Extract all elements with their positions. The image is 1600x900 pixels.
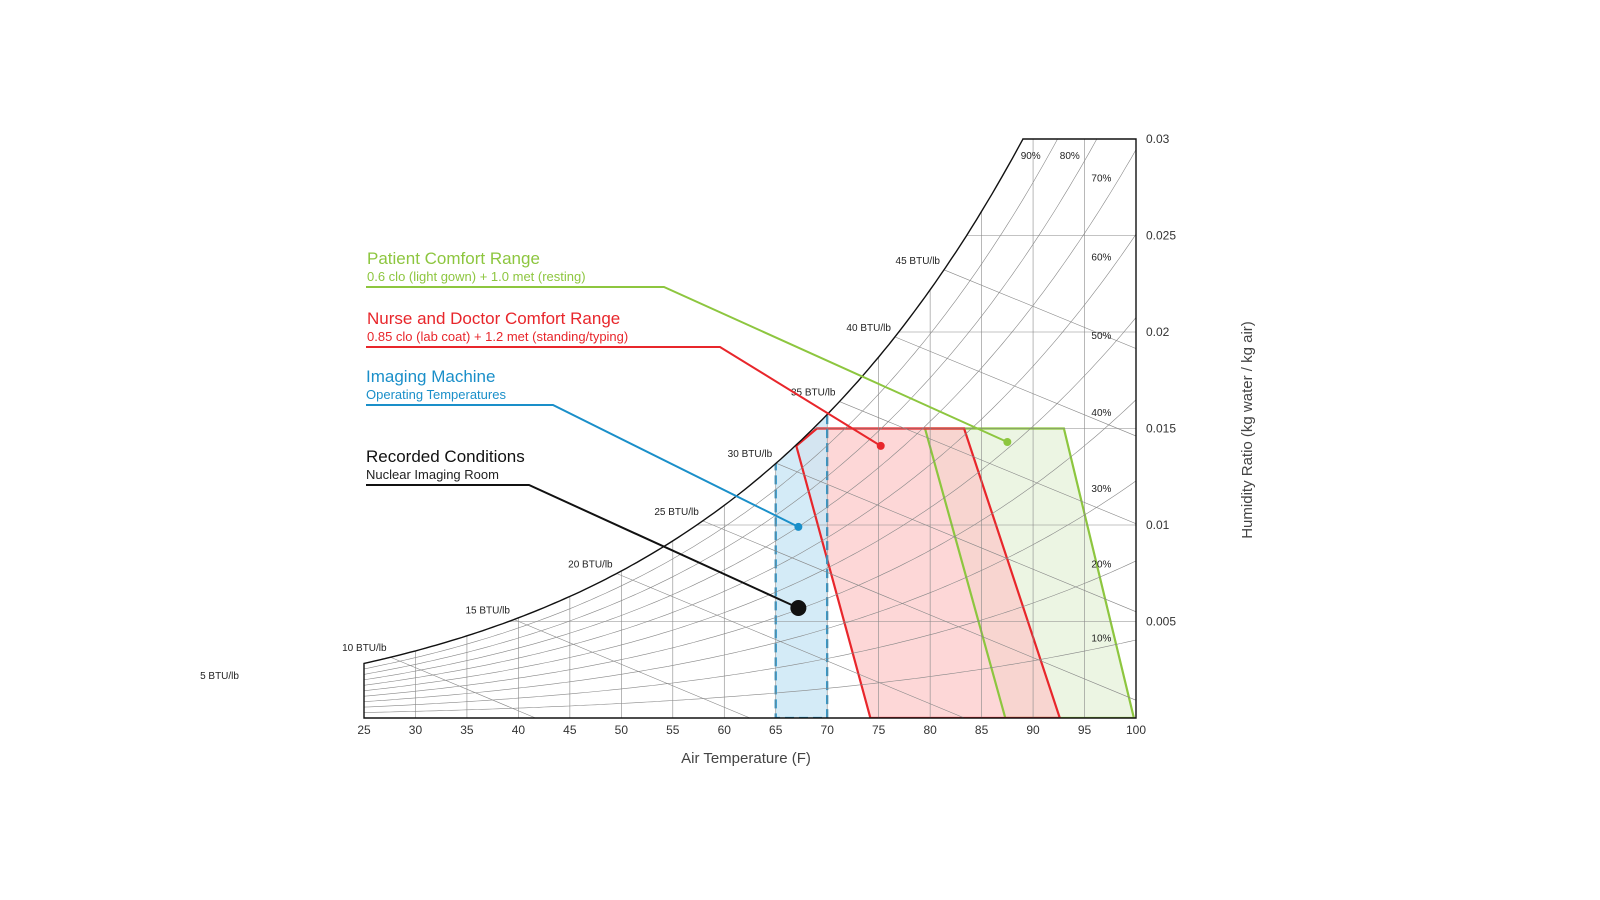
x-tick-label: 75 (872, 723, 886, 737)
legend-patient-title: Patient Comfort Range (367, 249, 540, 268)
rh-curve (364, 317, 1136, 692)
legend-recorded-title: Recorded Conditions (366, 447, 525, 466)
x-tick-label: 70 (821, 723, 835, 737)
rh-curve (364, 480, 1136, 702)
x-tick-label: 95 (1078, 723, 1092, 737)
enthalpy-label: 10 BTU/lb (342, 643, 387, 654)
enthalpy-label: 5 BTU/lb (200, 671, 239, 682)
enthalpy-label: 15 BTU/lb (465, 606, 510, 617)
x-tick-label: 25 (357, 723, 371, 737)
rh-label: 40% (1091, 408, 1111, 419)
rh-curve (364, 149, 1136, 681)
nurse-doctor-leader-line (366, 346, 882, 447)
rh-label: 10% (1091, 634, 1111, 645)
patient-marker (1003, 438, 1012, 447)
rh-curve (364, 639, 1136, 713)
y-tick-label: 0.02 (1146, 325, 1170, 339)
rh-label: 60% (1091, 253, 1111, 264)
enthalpy-label: 25 BTU/lb (654, 507, 699, 518)
x-tick-label: 50 (615, 723, 629, 737)
rh-label: 20% (1091, 559, 1111, 570)
rh-curve (364, 139, 1136, 675)
y-tick-label: 0.015 (1146, 422, 1176, 436)
recorded-leader-line (366, 484, 799, 609)
enthalpy-line (839, 401, 1136, 718)
recorded-conditions-marker (790, 599, 807, 616)
enthalpy-line (943, 269, 1136, 718)
y-tick-label: 0.005 (1146, 615, 1176, 629)
y-tick-label: 0.01 (1146, 518, 1170, 532)
leader-lines (366, 286, 1012, 616)
x-tick-label: 90 (1026, 723, 1040, 737)
x-tick-label: 100 (1126, 723, 1146, 737)
enthalpy-line (776, 462, 1136, 718)
enthalpy-line (616, 573, 965, 718)
legend-imaging-subtitle: Operating Temperatures (366, 387, 506, 402)
x-tick-label: 85 (975, 723, 989, 737)
imaging-marker (794, 522, 803, 531)
legend-nurse-doctor-subtitle: 0.85 clo (lab coat) + 1.2 met (standing/… (367, 329, 629, 344)
legend-imaging-title: Imaging Machine (366, 367, 496, 386)
rh-label: 50% (1091, 331, 1111, 342)
y-axis-label: Humidity Ratio (kg water / kg air) (1239, 321, 1256, 539)
enthalpy-line (702, 520, 1136, 718)
legend-nurse-doctor-title: Nurse and Doctor Comfort Range (367, 309, 621, 328)
rh-label: 90% (1021, 151, 1041, 162)
nurse-doctor-comfort-region-fill (796, 428, 1060, 718)
chart-outline (363, 138, 1137, 719)
x-tick-label: 55 (666, 723, 680, 737)
y-tick-label: 0.025 (1146, 229, 1176, 243)
patient-leader-line (366, 286, 1008, 443)
rh-curve (364, 399, 1136, 697)
imaging-leader-line (366, 404, 799, 528)
enthalpy-line (390, 656, 536, 718)
legend-recorded-subtitle: Nuclear Imaging Room (366, 467, 499, 482)
enthalpy-label: 20 BTU/lb (568, 559, 613, 570)
enthalpy-line (513, 619, 751, 718)
rh-label: 30% (1091, 484, 1111, 495)
y-tick-label: 0.03 (1146, 132, 1170, 146)
x-tick-label: 40 (512, 723, 526, 737)
chart-labels: 25 30 35 40 45 50 55 60 65 70 75 80 85 90 95 100 0.005 0.… (200, 132, 1176, 737)
rh-curve (364, 139, 1136, 670)
enthalpy-label: 35 BTU/lb (791, 388, 836, 399)
x-tick-label: 80 (923, 723, 937, 737)
comfort-regions (774, 410, 1136, 718)
x-tick-label: 35 (460, 723, 474, 737)
legend-patient-subtitle: 0.6 clo (light gown) + 1.0 met (resting) (367, 269, 586, 284)
chart-boundary (363, 138, 1137, 719)
x-tick-label: 30 (409, 723, 423, 737)
rh-label: 80% (1060, 151, 1080, 162)
enthalpy-label: 40 BTU/lb (846, 323, 891, 334)
enthalpy-line (894, 336, 1136, 718)
nurse-doctor-marker (876, 441, 885, 450)
x-tick-label: 65 (769, 723, 783, 737)
x-tick-label: 60 (718, 723, 732, 737)
rh-label: 70% (1091, 174, 1111, 185)
rh-curve (364, 234, 1136, 686)
x-tick-label: 45 (563, 723, 577, 737)
x-axis-label: Air Temperature (F) (681, 750, 811, 767)
imaging-machine-region-fill (775, 413, 828, 718)
enthalpy-label: 45 BTU/lb (896, 256, 941, 267)
enthalpy-line (243, 685, 321, 718)
enthalpy-label: 30 BTU/lb (728, 449, 773, 460)
